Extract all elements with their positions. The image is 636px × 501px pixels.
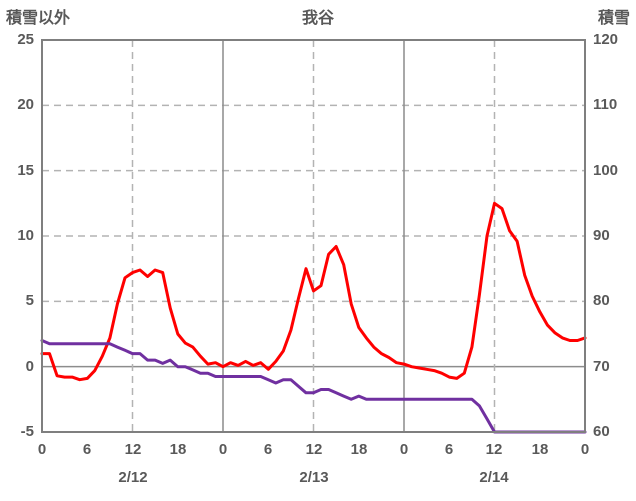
right-axis-tick: 110 xyxy=(593,96,618,113)
x-axis-tick: 0 xyxy=(399,441,409,458)
x-axis-tick: 12 xyxy=(485,441,503,458)
x-axis-tick: 0 xyxy=(218,441,228,458)
right-axis-tick: 90 xyxy=(593,227,610,244)
right-axis-title: 積雪 xyxy=(597,10,630,27)
red-series-line xyxy=(40,201,587,382)
x-axis-tick: 18 xyxy=(350,441,368,458)
left-axis-tick: 20 xyxy=(17,96,34,113)
right-axis-tick: 120 xyxy=(593,31,619,48)
left-axis-title: 積雪以外 xyxy=(6,10,71,27)
left-axis-tick: 0 xyxy=(25,358,34,375)
left-axis-tick: 15 xyxy=(17,162,34,179)
right-axis-tick: 60 xyxy=(593,423,610,440)
x-axis-tick: 6 xyxy=(263,441,273,458)
right-axis-tick: 80 xyxy=(593,292,610,309)
chart-title: 我谷 xyxy=(301,10,334,27)
plot-frame xyxy=(41,39,586,433)
x-axis-tick: 12 xyxy=(305,441,323,458)
left-axis-tick: 5 xyxy=(25,292,34,309)
date-label: 2/13 xyxy=(299,469,329,486)
x-axis-tick: 12 xyxy=(124,441,142,458)
date-label: 2/12 xyxy=(118,469,148,486)
x-axis-tick: 6 xyxy=(444,441,454,458)
left-axis-tick: 10 xyxy=(17,227,34,244)
x-axis-tick: 6 xyxy=(82,441,92,458)
date-label: 2/14 xyxy=(479,469,509,486)
right-axis-tick: 100 xyxy=(593,162,619,179)
x-axis-tick: 0 xyxy=(580,441,590,458)
right-axis-tick: 70 xyxy=(593,358,610,375)
left-axis-tick: 25 xyxy=(17,31,34,48)
left-axis-tick: -5 xyxy=(20,423,34,440)
x-axis-tick: 18 xyxy=(531,441,549,458)
x-axis-tick: 18 xyxy=(169,441,187,458)
x-axis-tick: 0 xyxy=(37,441,47,458)
